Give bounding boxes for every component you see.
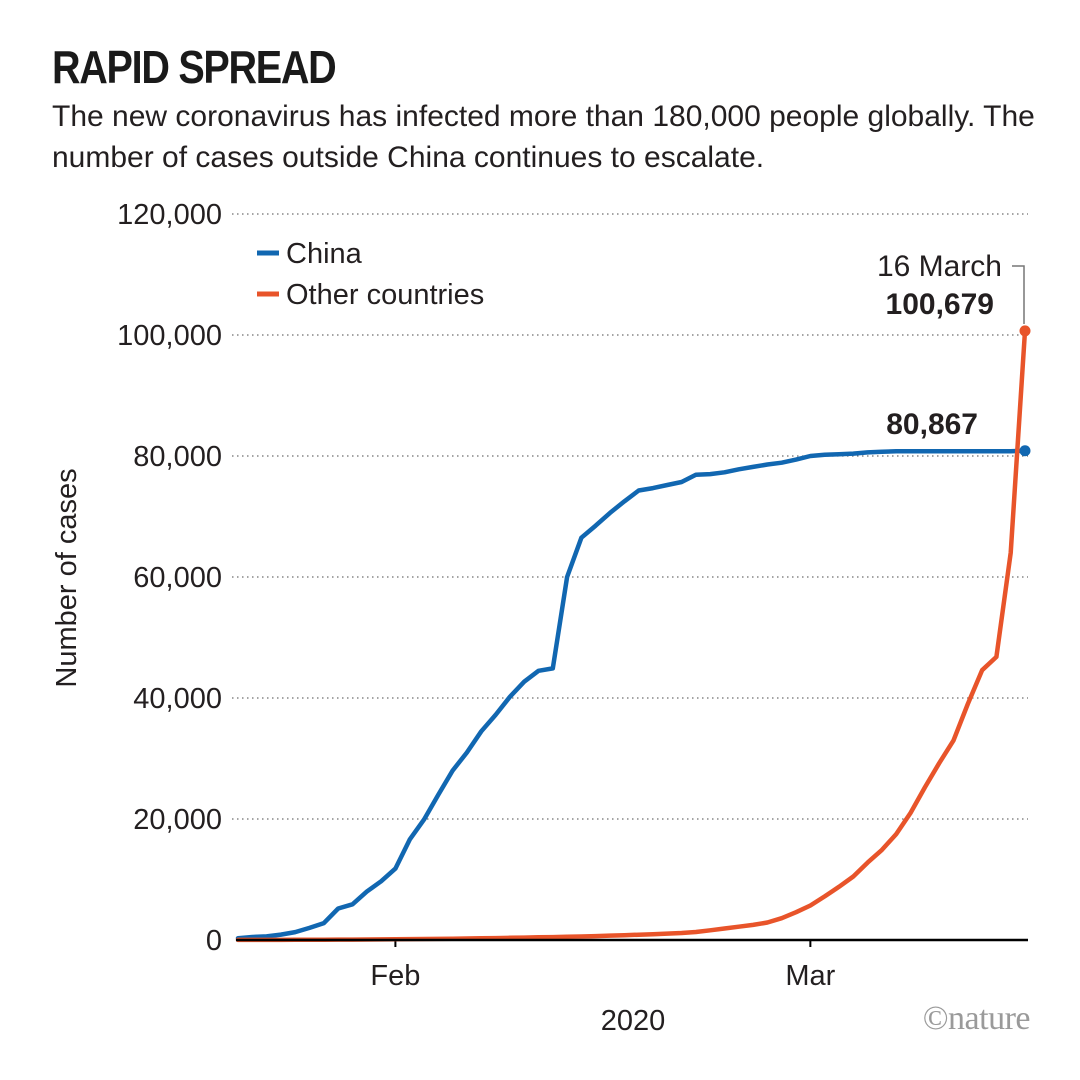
y-axis-label: Number of cases [51, 468, 83, 687]
y-tick-label: 80,000 [133, 441, 222, 473]
y-tick-label: 20,000 [133, 804, 222, 836]
legend-label-other: Other countries [286, 279, 484, 311]
y-tick-label: 120,000 [117, 199, 222, 231]
annotation-date: 16 March [877, 250, 1002, 283]
x-tick-label: Feb [370, 960, 420, 992]
x-axis-label: 2020 [601, 1005, 666, 1037]
y-tick-label: 60,000 [133, 562, 222, 594]
y-tick-label: 0 [206, 925, 222, 957]
endpoint-china [1019, 445, 1031, 457]
legend: China Other countries [257, 238, 484, 311]
annotation-china-end-value: 80,867 [886, 408, 978, 441]
y-tick-label: 40,000 [133, 683, 222, 715]
chart-title: RAPID SPREAD [52, 41, 337, 93]
annotations: 16 March 100,679 80,867 [877, 250, 1025, 441]
legend-label-china: China [286, 238, 363, 270]
x-axis-ticks: Feb Mar [370, 940, 836, 992]
x-tick-label: Mar [785, 960, 835, 992]
series-line-china [235, 448, 1028, 941]
chart-subtitle: The new coronavirus has infected more th… [52, 100, 1035, 174]
annotation-other-end-value: 100,679 [886, 288, 994, 321]
y-tick-label: 100,000 [117, 320, 222, 352]
y-axis-ticks: 0 20,000 40,000 60,000 80,000 100,000 120,000 [117, 199, 222, 957]
endpoint-other [1019, 325, 1031, 337]
nature-logo: ©nature [922, 1000, 1031, 1037]
annotation-leader-line [1012, 265, 1025, 324]
series-endpoints [1019, 325, 1031, 457]
